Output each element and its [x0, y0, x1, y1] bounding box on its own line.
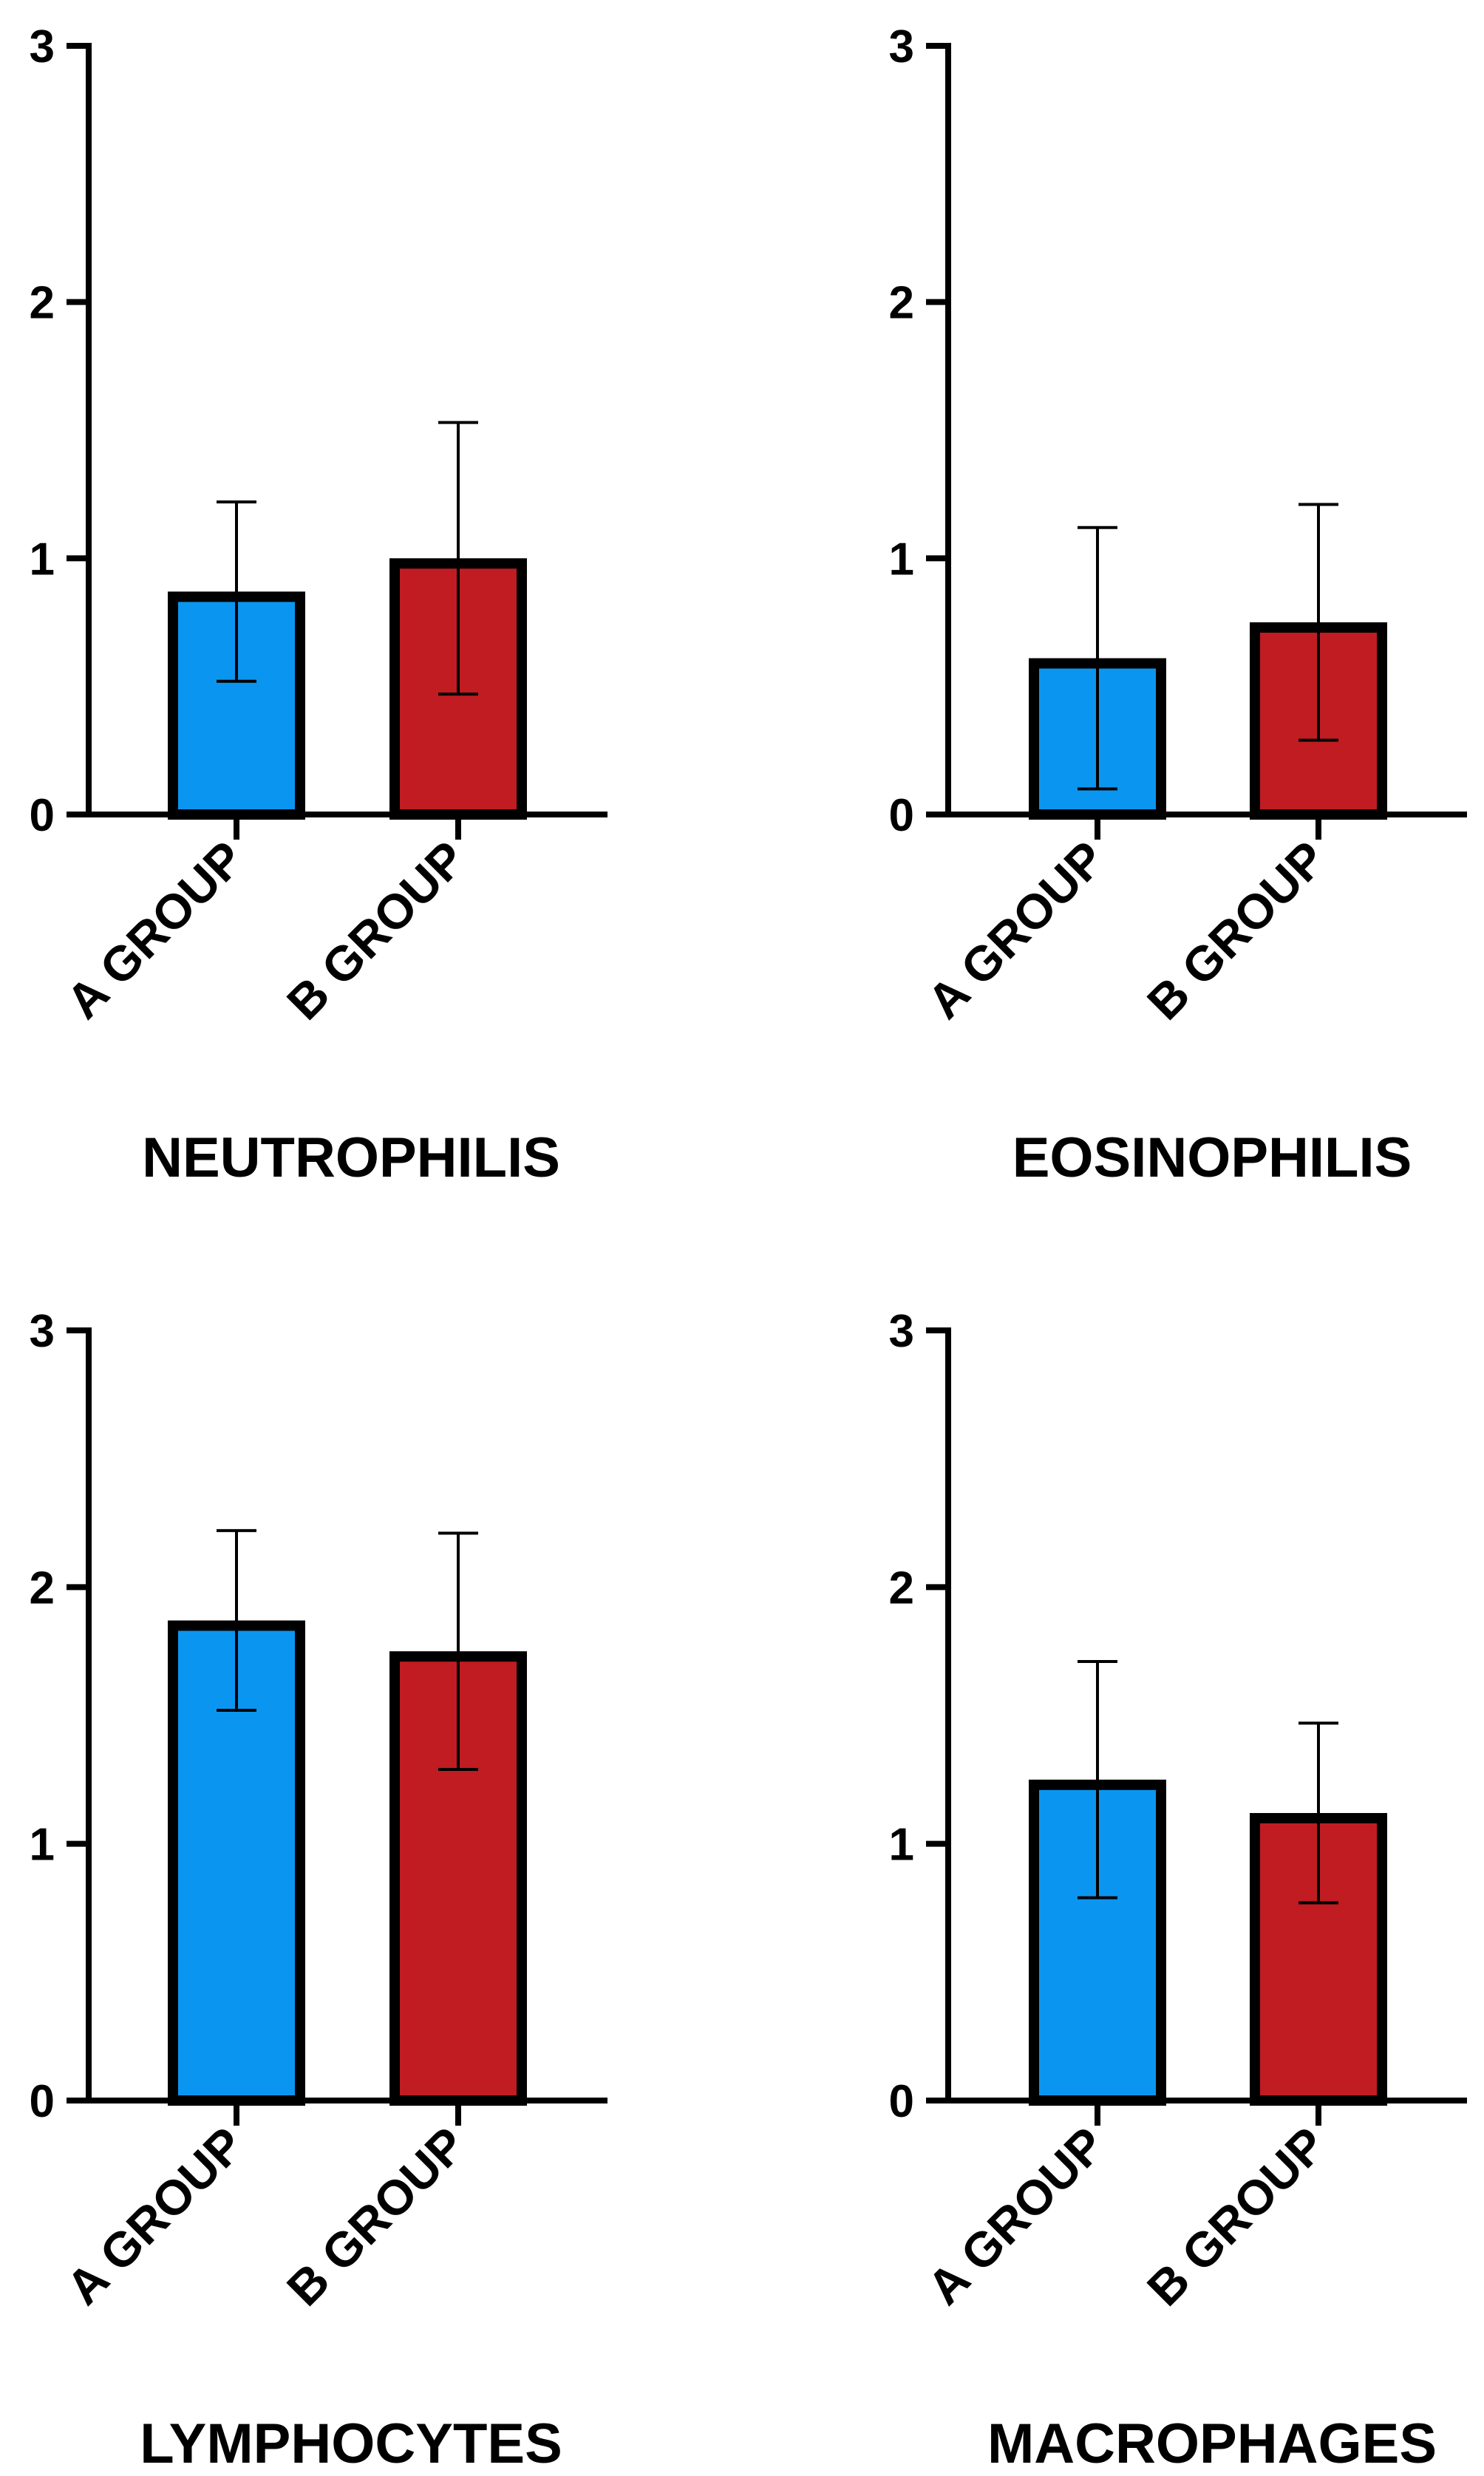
y-tick-label: 3	[30, 21, 55, 72]
x-tick-label: B GROUP	[1137, 831, 1336, 1030]
y-tick-label: 2	[30, 1562, 55, 1613]
y-tick-label: 1	[889, 1820, 914, 1871]
x-tick-label: B GROUP	[1137, 2117, 1336, 2316]
bars	[168, 1528, 527, 2106]
y-tick-label: 3	[889, 21, 914, 72]
y-tick-label: 0	[30, 790, 55, 841]
x-tick-label: A GROUP	[55, 2117, 253, 2315]
chart-panel-lymphocytes: 0 1 2 3 A GROUP B GROUP LYMPHOCYTES	[30, 1306, 607, 2475]
chart-panel-eosinophilis: 0 1 2 3 A GROUP B GROUP EOSINOPHILIS	[889, 21, 1467, 1189]
y-ticks: 0 1 2 3	[30, 1306, 89, 2127]
panel-title: MACROPHAGES	[987, 2412, 1437, 2475]
panel-title: EOSINOPHILIS	[1012, 1126, 1412, 1189]
x-tick-label: B GROUP	[276, 2117, 476, 2316]
panel-title: NEUTROPHILIS	[142, 1126, 560, 1189]
y-tick-label: 2	[889, 278, 914, 329]
y-tick-label: 2	[30, 278, 55, 329]
bars	[1029, 1660, 1387, 2106]
y-ticks: 0 1 2 3	[889, 21, 948, 841]
y-ticks: 0 1 2 3	[30, 21, 89, 841]
y-tick-label: 1	[889, 534, 914, 585]
chart-panel-macrophages: 0 1 2 3 A GROUP B GROUP MACROPHAGES	[889, 1306, 1467, 2475]
x-ticks: A GROUP B GROUP	[916, 2101, 1336, 2316]
y-tick-label: 1	[30, 534, 55, 585]
y-tick-label: 0	[30, 2076, 55, 2127]
y-tick-label: 2	[889, 1562, 914, 1613]
y-tick-label: 0	[889, 2076, 914, 2127]
y-tick-label: 0	[889, 790, 914, 841]
bars	[168, 421, 527, 820]
x-tick-label: A GROUP	[55, 831, 253, 1029]
x-tick-label: B GROUP	[276, 831, 476, 1030]
x-ticks: A GROUP B GROUP	[55, 2101, 476, 2316]
x-tick-label: A GROUP	[916, 831, 1114, 1029]
chart-panel-neutrophilis: 0 1 2 3 A GROUP B GROUP NEUTROPHILIS	[30, 21, 607, 1189]
y-ticks: 0 1 2 3	[889, 1306, 948, 2127]
y-tick-label: 1	[30, 1820, 55, 1871]
x-ticks: A GROUP B GROUP	[916, 814, 1336, 1030]
y-tick-label: 3	[30, 1306, 55, 1357]
y-tick-label: 3	[889, 1306, 914, 1357]
x-tick-label: A GROUP	[916, 2117, 1114, 2315]
x-ticks: A GROUP B GROUP	[55, 814, 476, 1030]
bars	[1029, 503, 1387, 820]
panel-title: LYMPHOCYTES	[140, 2412, 562, 2475]
